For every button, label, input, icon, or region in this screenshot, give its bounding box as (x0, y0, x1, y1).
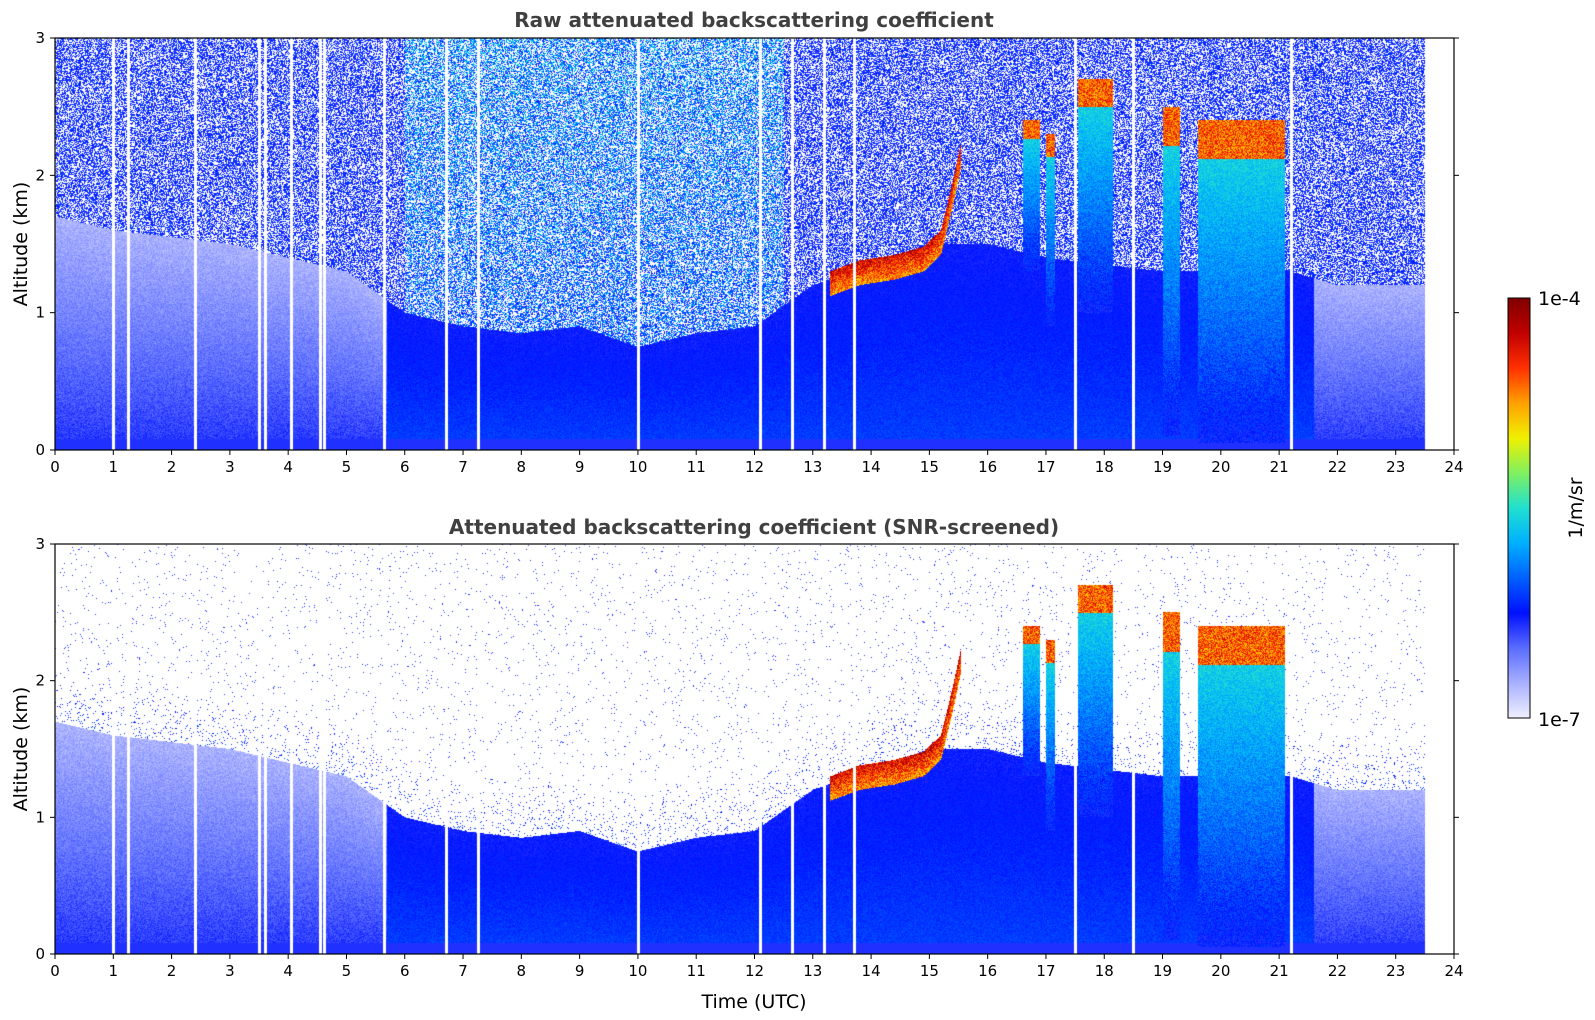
x-tick-label: 22 (1328, 458, 1347, 476)
x-tick-label: 11 (687, 458, 706, 476)
x-tick-label: 3 (225, 962, 235, 980)
panel-screened-xlabel: Time (UTC) (700, 991, 806, 1013)
x-tick-label: 15 (920, 458, 939, 476)
x-tick-label: 16 (978, 962, 997, 980)
x-tick-label: 4 (283, 962, 293, 980)
panel-raw-x-ticks: 0 1 2 3 4 5 6 7 8 9 10 11 12 13 14 15 16 17 18 19 20 21 22 23 24 (50, 450, 1464, 476)
y-tick-label: 3 (35, 29, 45, 47)
y-tick-label: 2 (35, 166, 45, 184)
x-tick-label: 1 (109, 962, 119, 980)
y-tick-label: 1 (35, 304, 45, 322)
panel-screened-y-ticks: 0 1 2 3 (35, 535, 1459, 963)
panel-screened-title: Attenuated backscattering coefficient (S… (449, 515, 1059, 539)
x-tick-label: 5 (342, 458, 352, 476)
x-tick-label: 9 (575, 962, 585, 980)
x-tick-label: 2 (167, 458, 177, 476)
x-tick-label: 11 (687, 962, 706, 980)
x-tick-label: 17 (1036, 962, 1055, 980)
x-tick-label: 4 (283, 458, 293, 476)
x-tick-label: 20 (1211, 458, 1230, 476)
y-tick-label: 0 (35, 945, 45, 963)
colorbar-gradient (1507, 297, 1531, 719)
panel-screened-x-ticks: 0 1 2 3 4 5 6 7 8 9 10 11 12 13 14 15 16 17 18 19 20 21 22 23 24 (50, 954, 1464, 980)
panel-raw-heatmap (55, 38, 1454, 450)
y-tick-label: 1 (35, 808, 45, 826)
x-tick-label: 8 (517, 458, 527, 476)
x-tick-label: 15 (920, 962, 939, 980)
x-tick-label: 0 (50, 458, 60, 476)
x-tick-label: 12 (745, 962, 764, 980)
x-tick-label: 14 (862, 458, 881, 476)
x-tick-label: 18 (1095, 458, 1114, 476)
x-tick-label: 3 (225, 458, 235, 476)
panel-raw: Raw attenuated backscattering coefficien… (10, 8, 1464, 476)
x-tick-label: 13 (803, 962, 822, 980)
x-tick-label: 21 (1270, 962, 1289, 980)
x-tick-label: 10 (628, 458, 647, 476)
x-tick-label: 14 (862, 962, 881, 980)
x-tick-label: 21 (1270, 458, 1289, 476)
x-tick-label: 19 (1153, 962, 1172, 980)
x-tick-label: 18 (1095, 962, 1114, 980)
x-tick-label: 7 (458, 458, 468, 476)
panel-screened: Attenuated backscattering coefficient (S… (10, 515, 1464, 1013)
x-tick-label: 24 (1444, 962, 1463, 980)
x-tick-label: 1 (109, 458, 119, 476)
x-tick-label: 24 (1444, 458, 1463, 476)
x-tick-label: 7 (458, 962, 468, 980)
heatmap-raster (55, 544, 1454, 954)
y-tick-label: 2 (35, 672, 45, 690)
x-tick-label: 16 (978, 458, 997, 476)
colorbar: 1e-4 1e-7 1/m/sr (1507, 288, 1587, 731)
heatmap-raster (55, 38, 1454, 450)
x-tick-label: 10 (628, 962, 647, 980)
x-tick-label: 9 (575, 458, 585, 476)
panel-raw-y-ticks: 0 1 2 3 (35, 29, 1459, 459)
x-tick-label: 6 (400, 458, 410, 476)
panel-raw-title: Raw attenuated backscattering coefficien… (514, 8, 994, 32)
panel-screened-heatmap (55, 544, 1454, 954)
x-tick-label: 12 (745, 458, 764, 476)
panel-raw-ylabel: Altitude (km) (10, 182, 32, 307)
y-tick-label: 0 (35, 441, 45, 459)
x-tick-label: 13 (803, 458, 822, 476)
x-tick-label: 2 (167, 962, 177, 980)
y-tick-label: 3 (35, 535, 45, 553)
x-tick-label: 22 (1328, 962, 1347, 980)
x-tick-label: 5 (342, 962, 352, 980)
x-tick-label: 0 (50, 962, 60, 980)
x-tick-label: 8 (517, 962, 527, 980)
colorbar-min-label: 1e-7 (1538, 709, 1581, 731)
x-tick-label: 19 (1153, 458, 1172, 476)
x-tick-label: 23 (1386, 458, 1405, 476)
x-tick-label: 6 (400, 962, 410, 980)
panel-screened-ylabel: Altitude (km) (10, 687, 32, 812)
x-tick-label: 23 (1386, 962, 1405, 980)
colorbar-unit-label: 1/m/sr (1565, 477, 1587, 538)
x-tick-label: 17 (1036, 458, 1055, 476)
x-tick-label: 20 (1211, 962, 1230, 980)
colorbar-max-label: 1e-4 (1538, 288, 1581, 310)
